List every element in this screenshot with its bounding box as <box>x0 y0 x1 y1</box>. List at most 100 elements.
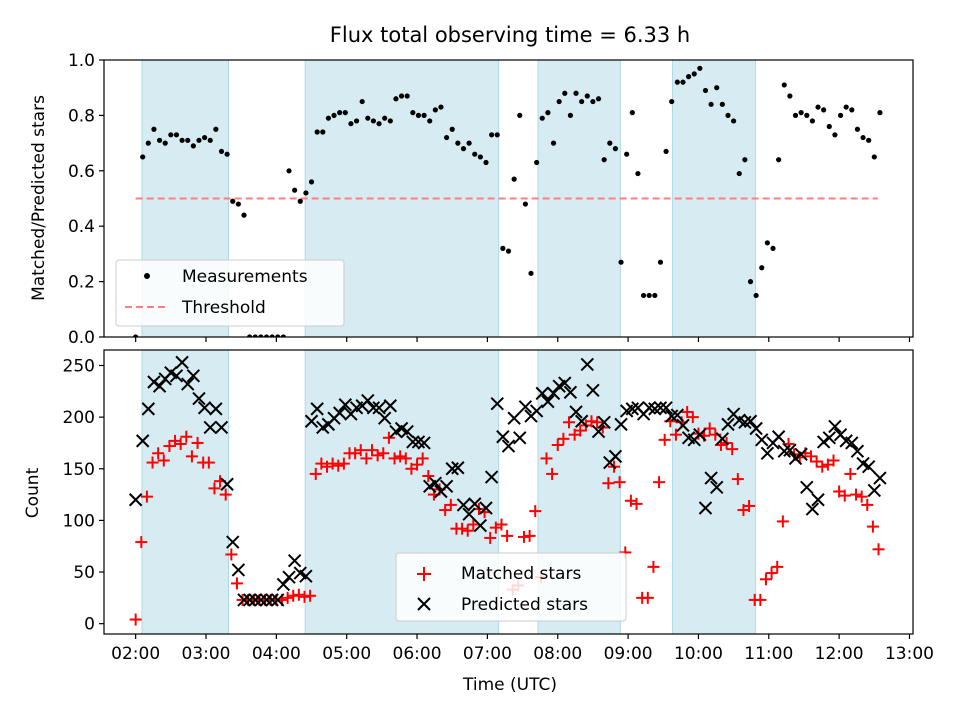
predicted-star-point <box>507 411 521 425</box>
predicted-star-point <box>659 401 673 415</box>
matched-star-point <box>495 518 508 531</box>
matched-star-point <box>844 467 857 480</box>
predicted-star-point <box>513 431 527 445</box>
count-y-tick-label: 0 <box>84 615 95 635</box>
predicted-star-point <box>597 415 611 429</box>
measurement-point <box>624 151 630 157</box>
legend-label-threshold: Threshold <box>181 298 266 318</box>
matched-star-point <box>439 504 452 517</box>
ratio-y-tick-label: 0.8 <box>68 106 95 126</box>
count-y-tick-label: 200 <box>63 408 95 428</box>
measurement-point <box>314 129 320 135</box>
predicted-star-point <box>271 593 285 607</box>
matched-star-point <box>686 411 699 424</box>
measurement-point <box>348 121 354 127</box>
measurement-point <box>460 146 467 152</box>
measurement-point <box>489 132 495 138</box>
legend-label-matched: Matched stars <box>461 564 581 584</box>
predicted-star-point <box>529 404 544 418</box>
predicted-star-point <box>867 483 882 498</box>
measurement-point <box>809 118 816 124</box>
predicted-star-point <box>569 405 583 419</box>
measurement-point <box>736 170 742 177</box>
predicted-star-point <box>417 436 431 450</box>
measurement-point <box>770 245 776 251</box>
predicted-star-point <box>574 414 589 428</box>
predicted-star-point <box>186 369 201 383</box>
predicted-star-point <box>676 418 690 433</box>
measurement-point <box>421 112 427 118</box>
measurement-point <box>674 79 680 85</box>
matched-star-point <box>653 476 666 489</box>
predicted-star-point <box>670 408 685 422</box>
measurement-point <box>286 168 292 174</box>
matched-star-point <box>630 497 643 510</box>
measurement-point <box>663 148 669 155</box>
matched-star-point <box>866 520 879 533</box>
measurement-point <box>472 151 478 157</box>
predicted-star-point <box>861 459 876 474</box>
legend-label-measurements: Measurements <box>182 267 308 287</box>
predicted-star-point <box>361 393 375 408</box>
count-shaded-interval <box>671 350 756 634</box>
predicted-star-point <box>760 446 775 460</box>
predicted-star-point <box>135 434 150 448</box>
predicted-star-point <box>175 355 189 370</box>
measurement-point <box>517 112 523 118</box>
measurement-point <box>235 201 241 207</box>
matched-star-point <box>517 530 530 543</box>
measurement-point <box>483 159 489 166</box>
matched-star-point <box>360 452 373 465</box>
measurement-point <box>280 334 286 337</box>
matched-star-point <box>546 467 559 480</box>
matched-star-point <box>411 458 424 471</box>
count-legend-box <box>395 552 627 622</box>
matched-star-point <box>765 567 778 580</box>
predicted-star-point <box>141 402 156 416</box>
predicted-star-point <box>147 375 161 389</box>
measurement-point <box>308 179 315 185</box>
matched-star-point <box>754 593 767 606</box>
matched-star-point <box>337 457 350 470</box>
predicted-star-point <box>377 411 392 425</box>
matched-star-point <box>146 456 159 469</box>
measurement-point <box>275 334 281 337</box>
measurement-point <box>640 292 647 299</box>
predicted-star-point <box>788 451 803 466</box>
matched-star-point <box>810 455 823 468</box>
matched-star-point <box>669 428 682 441</box>
measurement-point <box>601 157 607 163</box>
measurement-point <box>877 110 883 116</box>
matched-star-point <box>540 452 553 465</box>
matched-star-point <box>523 529 536 542</box>
matched-star-point <box>332 459 345 472</box>
matched-star-point <box>850 488 863 501</box>
x-axis-label: Time (UTC) <box>462 675 557 695</box>
measurement-point <box>466 140 472 146</box>
matched-star-point <box>371 449 384 462</box>
predicted-star-point <box>372 401 386 415</box>
predicted-star-point <box>704 471 718 485</box>
x-tick-label: 02:00 <box>111 644 160 664</box>
measurement-point <box>387 118 393 124</box>
measurement-point <box>505 248 512 254</box>
matched-star-point <box>838 489 851 502</box>
matched-star-point <box>574 424 587 437</box>
predicted-star-point <box>220 477 234 491</box>
matched-star-point <box>287 589 300 602</box>
measurement-point <box>759 265 765 271</box>
matched-star-point <box>382 431 395 444</box>
matched-star-point <box>658 433 671 446</box>
predicted-star-point <box>203 420 217 435</box>
x-tick-label: 11:00 <box>744 644 793 664</box>
measurement-point <box>382 115 388 121</box>
measurement-point <box>292 187 298 193</box>
matched-star-point <box>641 591 654 604</box>
measurement-point <box>252 334 258 337</box>
measurement-point <box>320 129 326 135</box>
measurement-point <box>145 140 151 146</box>
matched-star-point <box>816 460 829 473</box>
measurement-point <box>860 134 866 141</box>
predicted-star-point <box>192 391 206 406</box>
measurement-point <box>325 115 332 121</box>
